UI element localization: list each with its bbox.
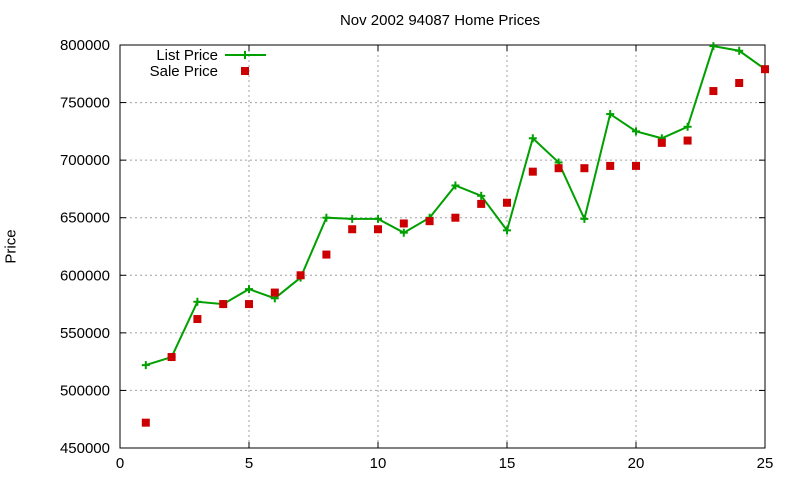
sale-price-point bbox=[528, 167, 537, 176]
x-tick-label: 10 bbox=[370, 455, 387, 472]
list-price-point bbox=[348, 214, 357, 223]
sale-price-point bbox=[503, 198, 511, 207]
list-price-point bbox=[709, 42, 718, 51]
legend-label: Sale Price bbox=[150, 63, 218, 80]
sale-price-point bbox=[193, 315, 202, 324]
list-price-point bbox=[193, 297, 202, 306]
y-axis-label: Price bbox=[2, 229, 20, 264]
sale-price-point bbox=[477, 199, 486, 208]
sale-price-point bbox=[141, 418, 150, 427]
list-price-point bbox=[374, 214, 382, 223]
x-tick-label: 0 bbox=[116, 455, 124, 472]
y-tick-label: 750000 bbox=[60, 95, 110, 112]
list-price-point bbox=[606, 110, 615, 119]
y-tick-label: 700000 bbox=[60, 152, 110, 169]
plot-frame bbox=[119, 44, 766, 449]
x-tick-label: 20 bbox=[628, 455, 645, 472]
list-price-point bbox=[735, 46, 744, 55]
y-tick-label: 450000 bbox=[60, 440, 110, 457]
list-price-point bbox=[477, 191, 486, 200]
legend-label: List Price bbox=[156, 47, 218, 64]
x-tick-label: 25 bbox=[757, 455, 774, 472]
y-tick-label: 800000 bbox=[60, 37, 110, 54]
y-tick-label: 550000 bbox=[60, 325, 110, 342]
list-price-point bbox=[503, 226, 511, 235]
list-price-point bbox=[451, 181, 460, 190]
sale-price-point bbox=[348, 225, 357, 234]
sale-price-point bbox=[374, 225, 382, 234]
sale-price-point bbox=[761, 65, 769, 74]
list-price-point bbox=[528, 134, 537, 143]
y-tick-label: 650000 bbox=[60, 210, 110, 227]
sale-price-point bbox=[296, 271, 305, 280]
series-group bbox=[141, 42, 769, 427]
y-tick-label: 500000 bbox=[60, 382, 110, 399]
sale-price-point bbox=[657, 138, 666, 147]
list-price-line bbox=[145, 45, 766, 367]
sale-price-point bbox=[167, 353, 176, 362]
y-tick-label: 600000 bbox=[60, 267, 110, 284]
legend-square-swatch bbox=[241, 67, 249, 75]
sale-price-point bbox=[270, 288, 279, 297]
list-price-point bbox=[245, 285, 253, 294]
chart-title: Nov 2002 94087 Home Prices bbox=[339, 12, 541, 29]
axes bbox=[119, 44, 766, 449]
list-price-point bbox=[580, 214, 589, 223]
sale-price-point bbox=[606, 161, 615, 170]
sale-price-point bbox=[683, 136, 692, 145]
tick-labels: 0 5 10 15 20 25 450000 500000 550000 600000 650000… bbox=[60, 37, 773, 472]
sale-price-point bbox=[425, 217, 434, 226]
sale-price-point bbox=[399, 219, 408, 228]
grid-lines bbox=[120, 45, 765, 448]
list-price-point bbox=[632, 127, 640, 136]
sale-price-point bbox=[451, 213, 460, 222]
x-tick-label: 5 bbox=[245, 455, 253, 472]
sale-price-point bbox=[632, 161, 640, 170]
sale-price-point bbox=[709, 87, 718, 96]
list-price-point bbox=[399, 228, 408, 237]
list-price-point bbox=[322, 213, 331, 222]
list-price-point bbox=[141, 361, 150, 370]
sale-price-point bbox=[245, 300, 253, 309]
sale-price-point bbox=[554, 164, 563, 173]
x-tick-label: 15 bbox=[499, 455, 516, 472]
sale-price-point bbox=[580, 164, 589, 173]
sale-price-point bbox=[322, 250, 331, 259]
list-price-point bbox=[683, 122, 692, 131]
sale-price-point bbox=[219, 300, 228, 309]
sale-price-point bbox=[735, 78, 744, 87]
